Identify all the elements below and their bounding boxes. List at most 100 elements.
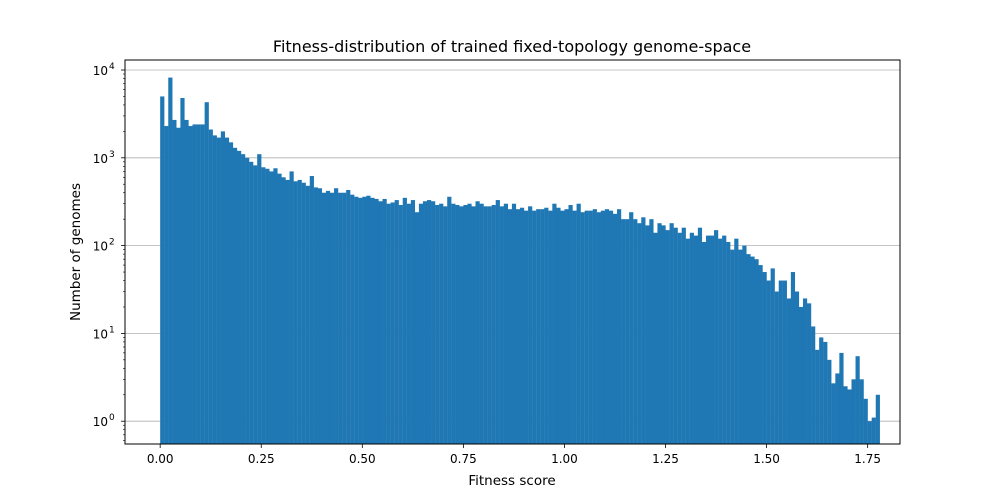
histogram-bar [693, 235, 699, 444]
histogram-bar [653, 232, 658, 444]
histogram-bar [443, 206, 448, 444]
histogram-bar [778, 280, 783, 444]
histogram-bar [604, 209, 610, 444]
histogram-bar [596, 212, 601, 444]
histogram-bar [750, 256, 755, 444]
histogram-bar [495, 200, 500, 444]
histogram-bar [192, 124, 197, 444]
histogram-bar [354, 196, 359, 444]
histogram-bar [172, 119, 177, 445]
histogram-bar [398, 205, 403, 444]
histogram-bar [390, 202, 395, 444]
histogram-bar [774, 291, 779, 444]
histogram-bar [576, 203, 581, 444]
histogram-bar [305, 185, 310, 444]
histogram-bar [338, 192, 343, 444]
histogram-bar [479, 203, 484, 444]
histogram-bar [867, 421, 872, 444]
histogram-bar [649, 219, 654, 444]
histogram-bar [762, 272, 767, 444]
x-tick-label: 1.25 [652, 452, 679, 466]
histogram-bar [568, 205, 573, 444]
y-tick-label: 10 1 [93, 325, 115, 341]
histogram-bar [677, 232, 682, 444]
histogram-bar [414, 212, 420, 444]
histogram-bar [726, 241, 731, 444]
histogram-bar [790, 272, 796, 444]
histogram-bar [843, 386, 848, 444]
histogram-bar [249, 161, 254, 444]
histogram-bar [346, 189, 351, 444]
x-tick-label: 0.00 [147, 452, 174, 466]
x-tick-label: 0.25 [248, 452, 275, 466]
y-tick-label-exponent: 1 [109, 325, 115, 335]
histogram-bar [621, 219, 626, 444]
chart-title: Fitness-distribution of trained fixed-to… [273, 37, 751, 56]
histogram-bar [681, 227, 686, 444]
histogram-bar [176, 127, 181, 445]
y-tick-label-exponent: 4 [109, 62, 115, 72]
histogram-bar [293, 181, 298, 444]
x-tick-label: 1.50 [753, 452, 780, 466]
histogram-bar [160, 96, 165, 444]
histogram-bar [819, 337, 824, 444]
histogram-bar [669, 223, 674, 444]
histogram-bar [487, 206, 492, 444]
histogram-bar [321, 192, 327, 444]
histogram-bar [714, 230, 719, 444]
histogram-bar [742, 245, 747, 444]
histogram-bar [782, 280, 787, 444]
histogram-bar [313, 187, 318, 445]
histogram-bar [422, 201, 428, 444]
histogram-bar [212, 135, 217, 444]
histogram-bar [519, 207, 525, 444]
histogram-bar [317, 188, 323, 444]
y-tick-label: 10 4 [93, 62, 115, 78]
histogram-bar [309, 176, 314, 445]
y-tick-label: 10 2 [93, 238, 115, 254]
histogram-bar [455, 205, 460, 444]
histogram-bar [188, 126, 193, 444]
histogram-bar [447, 196, 452, 444]
histogram-bar [483, 206, 488, 444]
y-axis-label: Number of genomes [68, 183, 84, 321]
histogram-bar [685, 238, 690, 444]
histogram-bar [875, 394, 880, 444]
histogram-bar [612, 213, 618, 444]
y-tick-label-base: 10 [93, 152, 108, 166]
histogram-bar [281, 177, 286, 445]
histogram-bar [564, 209, 569, 444]
histogram-bar [536, 209, 541, 444]
histogram-bar [439, 203, 444, 444]
histogram-bar [823, 341, 828, 444]
histogram-bar [758, 265, 763, 444]
histogram-bar [625, 219, 630, 444]
histogram-bar [689, 232, 694, 444]
histogram-bar [734, 238, 739, 444]
y-tick-label-base: 10 [93, 415, 108, 429]
histogram-bar [552, 203, 557, 444]
histogram-bar [334, 188, 339, 444]
histogram-bar [366, 195, 371, 444]
histogram-bar [802, 298, 808, 444]
histogram-bar [770, 268, 775, 444]
histogram-bar [524, 210, 529, 444]
histogram-bar [697, 227, 703, 444]
histogram-bar [325, 190, 331, 444]
histogram-bar [572, 210, 577, 444]
y-tick-label-base: 10 [93, 240, 108, 254]
histogram-bar [835, 373, 840, 444]
x-tick-label: 0.75 [450, 452, 477, 466]
histogram-bar [584, 210, 589, 444]
histogram-bar [633, 219, 638, 444]
y-tick-label: 10 3 [93, 150, 115, 166]
histogram-bar [637, 223, 642, 444]
histogram-bar [863, 398, 868, 444]
histogram-bar [807, 303, 812, 444]
histogram-bar [645, 225, 650, 444]
histogram-bar [839, 352, 844, 444]
histogram-bar [228, 142, 234, 445]
histogram-bar [588, 210, 593, 444]
